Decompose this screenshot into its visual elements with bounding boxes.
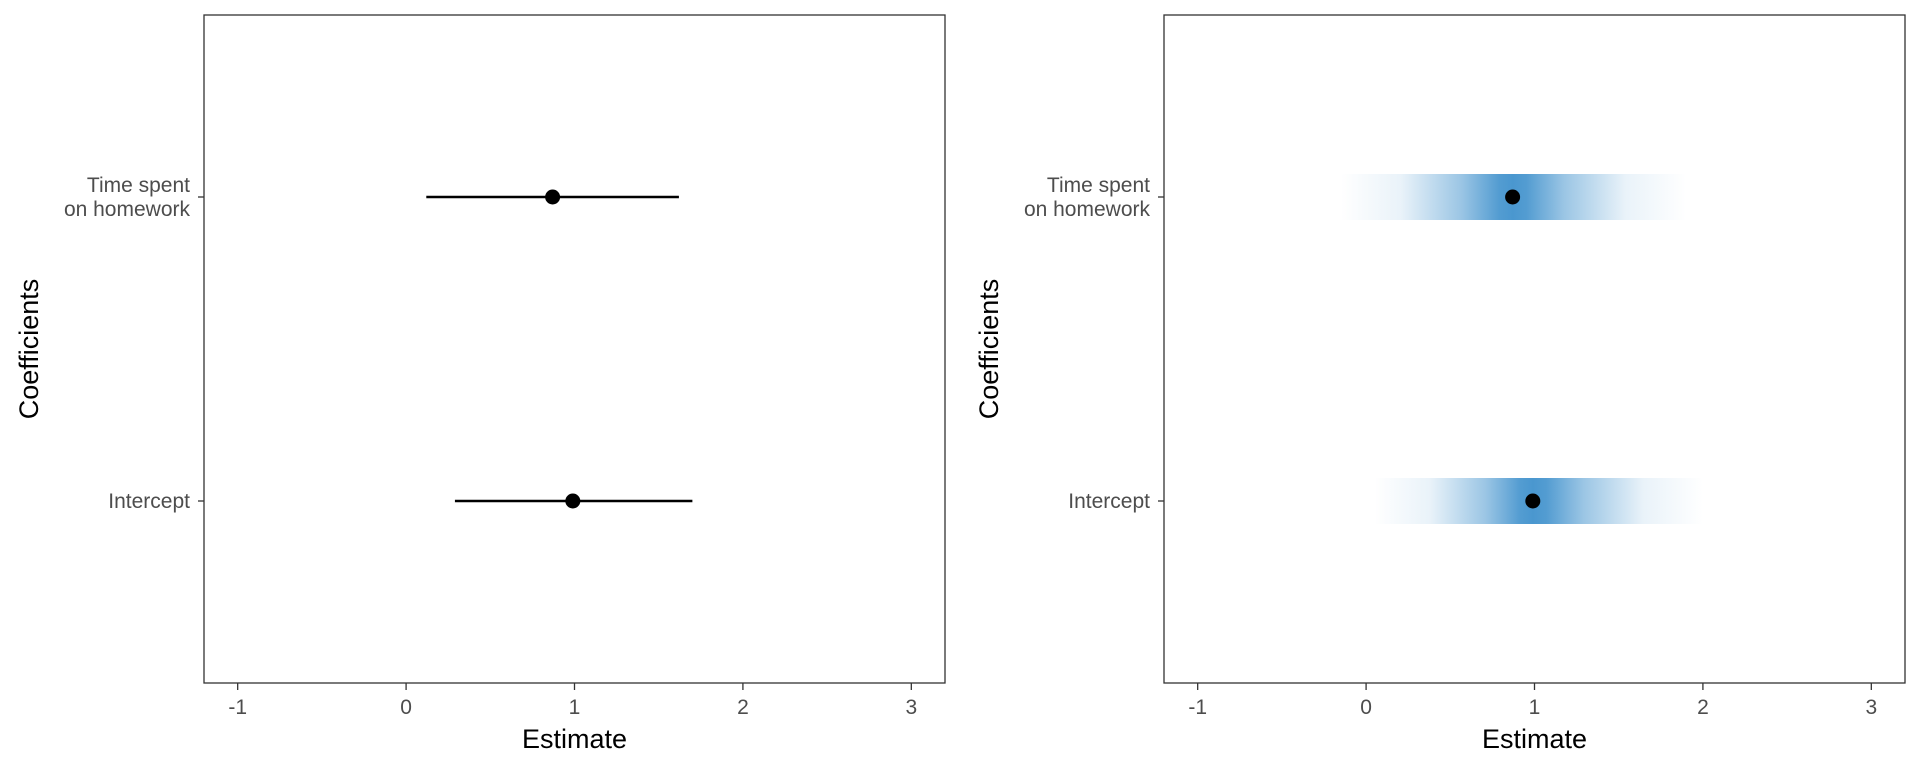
x-tick-label: 0 xyxy=(400,696,412,719)
x-axis-title: Estimate xyxy=(522,724,627,754)
y-axis-title: Coefficients xyxy=(974,279,1004,420)
point-estimate xyxy=(1505,189,1521,205)
y-tick-label: Time spent on homework xyxy=(64,174,191,221)
panel-1: -1 0 1 2 3 Estimate Coefficients Time spent on h… xyxy=(14,14,946,754)
point-estimate xyxy=(565,493,581,509)
x-tick-label: 3 xyxy=(905,696,917,719)
plot-border xyxy=(1163,14,1906,684)
x-tick-label: 3 xyxy=(1865,696,1877,719)
x-tick-label: -1 xyxy=(228,696,247,719)
point-estimate xyxy=(1525,493,1541,509)
y-tick-label: Intercept xyxy=(108,490,190,513)
x-tick-label: 2 xyxy=(1697,696,1709,719)
panel-2: -1 0 1 2 3 Estimate Coefficients Time spent on h… xyxy=(974,14,1906,754)
y-tick-label: Intercept xyxy=(1068,490,1150,513)
plot-border xyxy=(203,14,946,684)
x-tick-label: 1 xyxy=(1529,696,1541,719)
x-tick-label: 0 xyxy=(1360,696,1372,719)
y-axis-title: Coefficients xyxy=(14,279,44,420)
x-tick-label: 2 xyxy=(737,696,749,719)
x-tick-label: 1 xyxy=(569,696,581,719)
y-tick-label: Time spent on homework xyxy=(1024,174,1151,221)
x-tick-label: -1 xyxy=(1188,696,1207,719)
point-estimate xyxy=(545,189,561,205)
x-axis-title: Estimate xyxy=(1482,724,1587,754)
